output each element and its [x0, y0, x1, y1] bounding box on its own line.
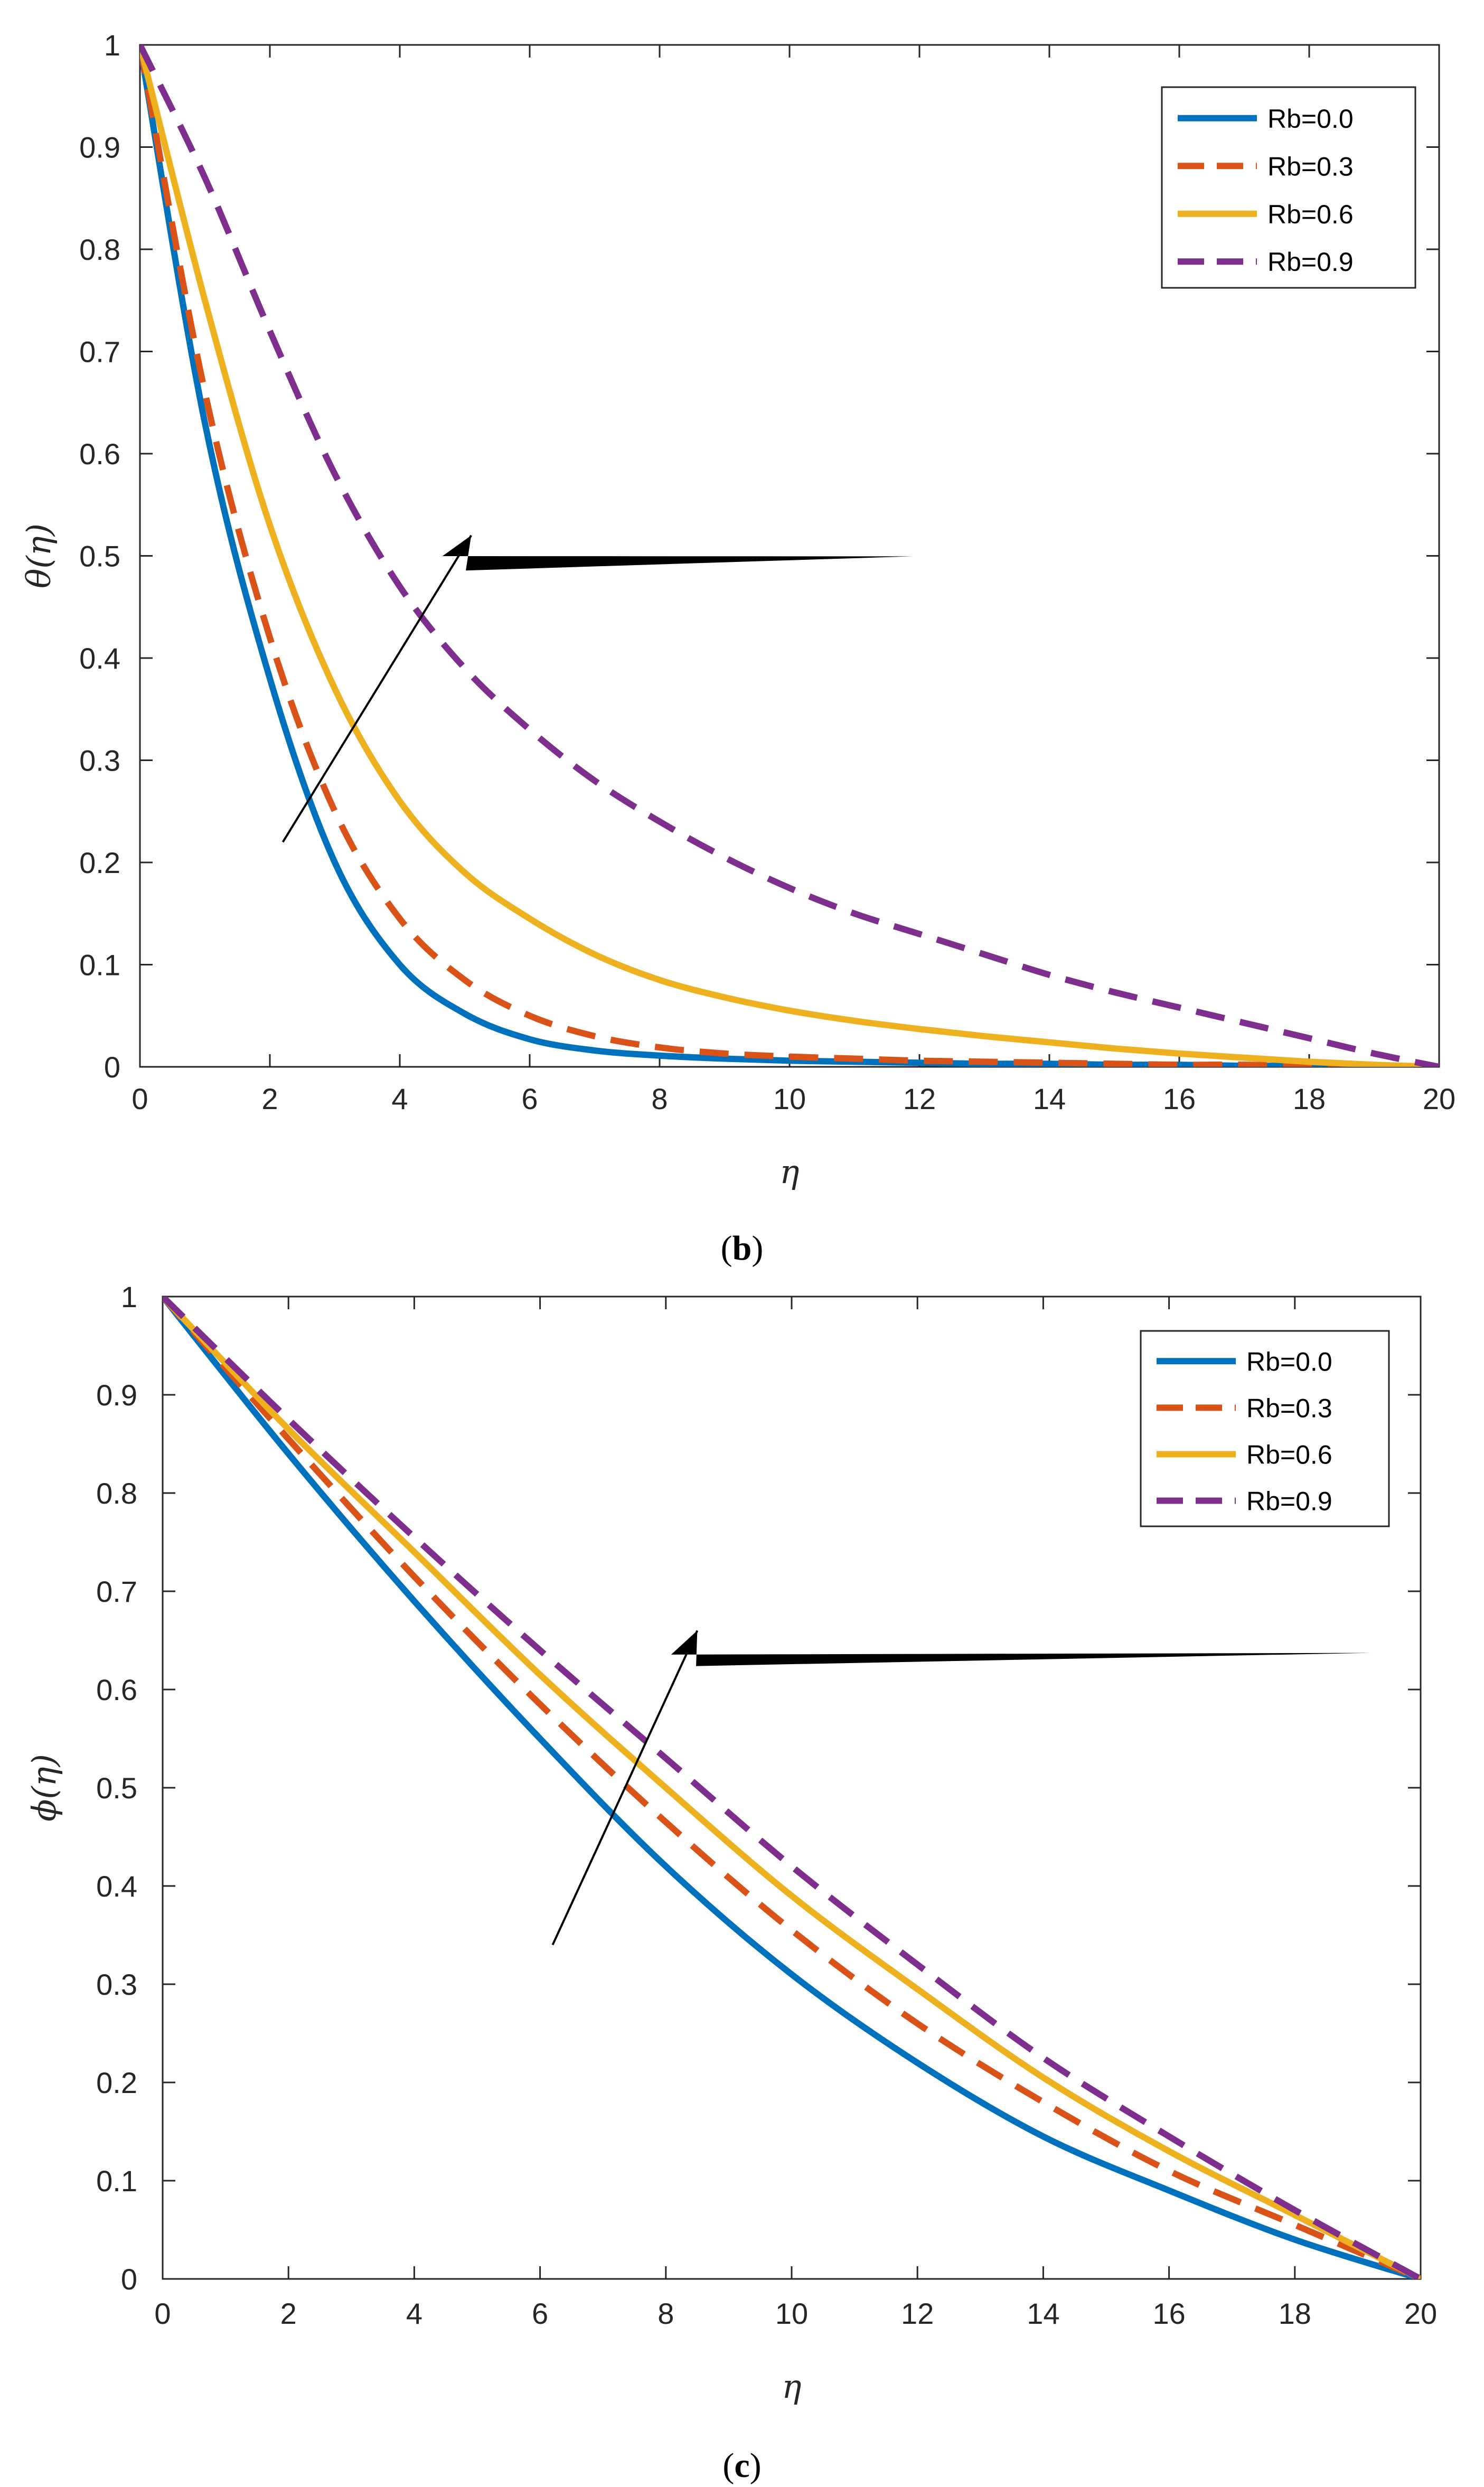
x-axis-label: η: [779, 1152, 799, 1191]
x-tick-label: 2: [280, 2297, 297, 2330]
y-tick-label: 0.8: [79, 233, 120, 266]
caption-open: (: [721, 1229, 732, 1268]
y-tick-label: 0: [121, 2263, 137, 2296]
x-tick-label: 10: [775, 2297, 808, 2330]
x-tick-label: 18: [1279, 2297, 1311, 2330]
series-line-rb-0-9: [163, 1297, 1421, 2279]
x-tick-label: 18: [1293, 1082, 1326, 1115]
legend-entry: Rb=0.3: [1267, 152, 1354, 181]
x-tick-label: 14: [1027, 2297, 1059, 2330]
legend-entry: Rb=0.9: [1246, 1487, 1332, 1516]
trend-arrow-shaft: [281, 534, 473, 843]
series-line-rb-0-6: [163, 1297, 1421, 2279]
legend-entry: Rb=0.0: [1267, 104, 1354, 134]
x-axis-label: η: [782, 2367, 801, 2406]
y-tick-label: 0.5: [79, 540, 120, 573]
chart-panel-b: 0 2 4 6 8 10 12 14 16 18 20 0 0.1 0.2 0.3 0.4 0.5 0.6 0.7 0…: [20, 29, 1455, 1268]
series-line-rb-0-9: [140, 45, 1439, 1067]
legend-entry: Rb=0.6: [1246, 1440, 1332, 1469]
x-tick-label: 0: [132, 1082, 148, 1115]
y-tick-label: 0.7: [79, 335, 120, 369]
y-tick-label: 0.9: [96, 1378, 137, 1412]
x-tick-label: 16: [1152, 2297, 1185, 2330]
legend-entry: Rb=0.9: [1267, 247, 1354, 277]
x-tick-label: 20: [1404, 2297, 1437, 2330]
series-line-rb-0-0: [163, 1297, 1421, 2279]
x-tick-label: 0: [154, 2297, 171, 2330]
x-tick-label: 4: [406, 2297, 422, 2330]
trend-arrow-shaft: [551, 1630, 699, 1946]
y-axis-label: ϕ(η): [25, 1754, 63, 1822]
x-tick-label: 6: [532, 2297, 548, 2330]
y-tick-label: 0.7: [96, 1575, 137, 1608]
x-tick-label: 20: [1423, 1082, 1455, 1115]
caption-letter: b: [732, 1229, 752, 1268]
y-tick-label: 0.2: [96, 2066, 137, 2099]
x-tick-label: 4: [391, 1082, 408, 1115]
legend: Rb=0.0 Rb=0.3 Rb=0.6 Rb=0.9: [1140, 1330, 1390, 1527]
x-tick-label: 12: [903, 1082, 936, 1115]
x-tick-label: 2: [261, 1082, 278, 1115]
trend-arrow-head: [442, 535, 913, 571]
y-tick-label: 0.4: [79, 642, 120, 675]
legend-entry: Rb=0.6: [1267, 200, 1354, 229]
y-tick-label: 0.6: [79, 437, 120, 471]
y-tick-label: 0.1: [79, 949, 120, 982]
y-axis-label: θ(η): [20, 523, 58, 588]
y-tick-label: 0.5: [96, 1771, 137, 1805]
legend: Rb=0.0 Rb=0.3 Rb=0.6 Rb=0.9: [1161, 86, 1416, 289]
y-tick-label: 1: [121, 1280, 137, 1313]
caption-close: ): [750, 2446, 762, 2485]
series-line-rb-0-3: [140, 45, 1439, 1067]
trend-arrow-head: [671, 1630, 1371, 1666]
y-tick-label: 0.2: [79, 846, 120, 879]
series-line-rb-0-6: [140, 45, 1439, 1067]
y-tick-label: 0.3: [96, 1968, 137, 2001]
x-tick-label: 14: [1033, 1082, 1066, 1115]
series-line-rb-0-0: [140, 45, 1439, 1067]
x-tick-label: 8: [651, 1082, 668, 1115]
legend-entry: Rb=0.0: [1246, 1347, 1332, 1376]
y-tick-label: 0.9: [79, 131, 120, 164]
x-tick-label: 8: [658, 2297, 674, 2330]
panel-caption: (c): [722, 2446, 761, 2485]
caption-open: (: [722, 2446, 734, 2485]
y-tick-label: 0.1: [96, 2164, 137, 2198]
chart-panel-c: 0 2 4 6 8 10 12 14 16 18 20 0 0.1 0.2 0.3 0.4 0.5 0.6 0.7 0…: [25, 1280, 1437, 2485]
panel-caption: (b): [721, 1229, 764, 1268]
y-tick-label: 0: [104, 1050, 120, 1084]
legend-entry: Rb=0.3: [1246, 1393, 1332, 1423]
y-tick-label: 0.3: [79, 744, 120, 777]
x-tick-label: 10: [773, 1082, 806, 1115]
y-tick-label: 0.6: [96, 1673, 137, 1706]
x-tick-label: 6: [521, 1082, 538, 1115]
x-tick-label: 12: [901, 2297, 934, 2330]
y-tick-label: 0.4: [96, 1870, 137, 1903]
y-tick-label: 1: [104, 29, 120, 62]
x-tick-label: 16: [1163, 1082, 1196, 1115]
caption-letter: c: [734, 2446, 749, 2485]
caption-close: ): [752, 1229, 763, 1268]
series-line-rb-0-3: [163, 1297, 1421, 2279]
y-tick-label: 0.8: [96, 1477, 137, 1510]
